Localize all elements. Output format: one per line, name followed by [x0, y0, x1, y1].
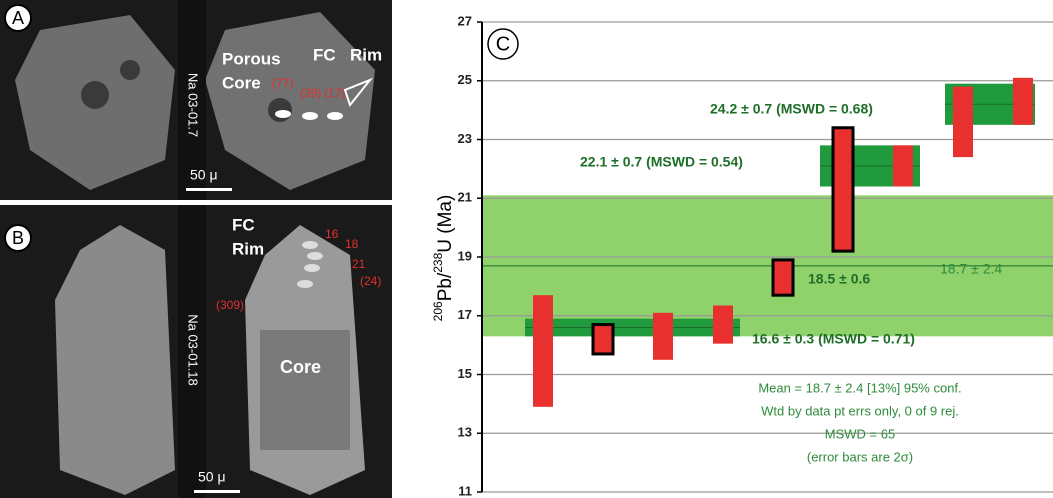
summary-line: Wtd by data pt errs only, 0 of 9 rej.: [761, 403, 959, 418]
y-axis-label: 206Pb/238U (Ma): [431, 195, 456, 322]
panel-c: 206Pb/238U (Ma): [431, 195, 456, 322]
panel-letter: C: [496, 33, 510, 55]
figure: A Porous Core FC Rim (77) (39) (17) Na 0…: [0, 0, 1053, 498]
y-tick-label: 15: [458, 366, 472, 381]
sample-id: Na 03-01.18: [186, 314, 201, 386]
y-tick-label: 25: [458, 72, 472, 87]
label: Rim: [350, 45, 382, 64]
label: Core: [222, 73, 261, 92]
error-box: [953, 87, 973, 158]
label: Rim: [232, 239, 264, 258]
panel-letter: B: [12, 228, 24, 248]
spot-label: (24): [360, 274, 381, 288]
y-tick-label: 13: [458, 425, 472, 440]
scale-label: 50 μ: [198, 469, 226, 485]
spot-label: (77): [272, 76, 293, 90]
panel-a: A Porous Core FC Rim (77) (39) (17) Na 0…: [0, 0, 392, 200]
y-tick-label: 23: [458, 131, 472, 146]
error-box: [653, 313, 673, 360]
error-box: [533, 295, 553, 407]
summary-line: MSWD = 65: [825, 426, 895, 441]
error-box: [893, 145, 913, 186]
sample-id: Na 03-01.7: [186, 73, 201, 137]
grain: [55, 225, 175, 495]
label: FC: [313, 45, 336, 64]
error-box: [593, 325, 613, 354]
y-tick-label: 27: [458, 13, 472, 28]
label: Core: [280, 357, 321, 377]
spot-label: (17): [324, 86, 345, 100]
spot-label: (39): [300, 86, 321, 100]
spot-label: (309): [216, 298, 244, 312]
band-label: 16.6 ± 0.3 (MSWD = 0.71): [752, 331, 915, 347]
label: FC: [232, 215, 255, 234]
y-tick-label: 17: [458, 307, 472, 322]
label: Porous: [222, 49, 281, 68]
error-box: [773, 260, 793, 295]
panel-letter: A: [12, 8, 24, 28]
band-label: 22.1 ± 0.7 (MSWD = 0.54): [580, 154, 743, 170]
band-label: 24.2 ± 0.7 (MSWD = 0.68): [710, 101, 873, 117]
panel-b: B FC Rim 16 18 21 (24) (309) Core Na 03-…: [0, 205, 392, 498]
error-box: [713, 305, 733, 343]
y-tick-label: 11: [458, 483, 472, 498]
spot-label: 18: [345, 237, 359, 251]
summary-line: (error bars are 2σ): [807, 449, 913, 464]
spot-label: 21: [352, 257, 366, 271]
y-tick-label: 19: [458, 248, 472, 263]
y-tick-label: 21: [458, 190, 472, 205]
band-label: 18.7 ± 2.4: [940, 261, 1002, 277]
scale-label: 50 μ: [190, 167, 218, 183]
summary-line: Mean = 18.7 ± 2.4 [13%] 95% conf.: [758, 380, 961, 395]
error-box: [1013, 78, 1033, 125]
spot-label: 16: [325, 227, 339, 241]
error-box: [833, 128, 853, 251]
annotation: 18.5 ± 0.6: [808, 271, 870, 287]
